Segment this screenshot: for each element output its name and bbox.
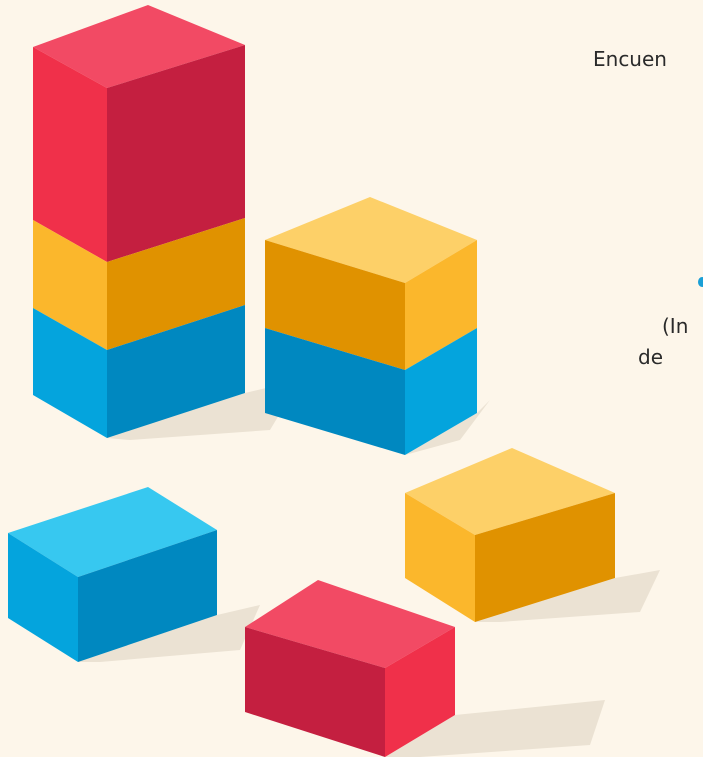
text-line: de [638,345,663,369]
text-line: Encuen [593,47,667,71]
short-stack [265,197,477,455]
illustration: Encuen (In de [0,0,703,757]
text-line: (In [662,314,688,338]
page: Encuen (In de (() => { const data = JSON… [0,0,703,757]
tall-stack [33,5,245,438]
